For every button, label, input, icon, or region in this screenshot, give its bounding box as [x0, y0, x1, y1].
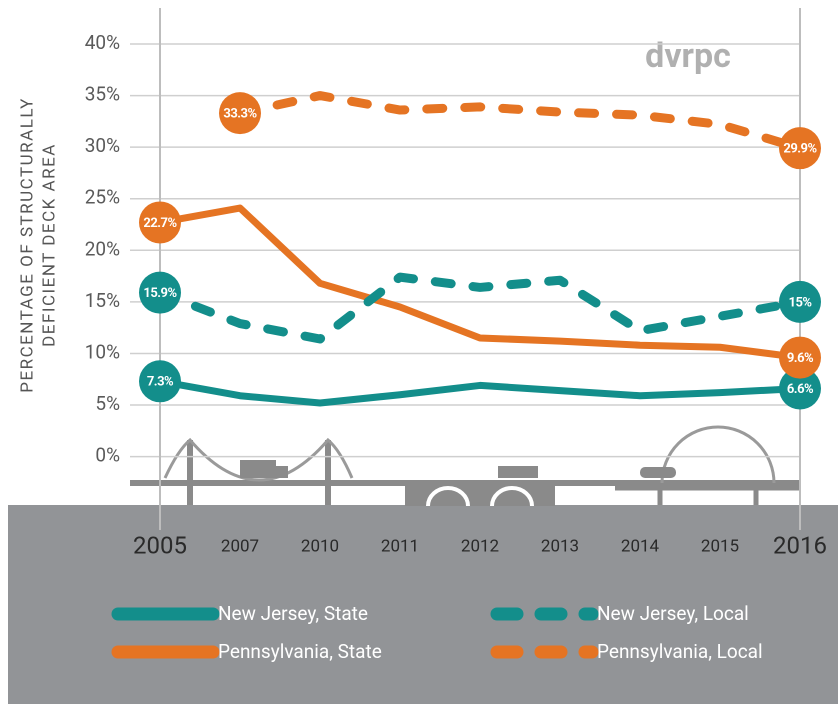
x-tick-label: 2011	[381, 536, 419, 556]
y-axis-label: PERCENTAGE OF STRUCTURALLY	[17, 97, 37, 393]
x-tick-label: 2007	[221, 536, 259, 556]
value-marker	[139, 271, 181, 314]
legend-label: New Jersey, State	[218, 602, 368, 625]
y-tick-label: 5%	[95, 392, 120, 415]
x-tick-label: 2005	[133, 531, 187, 559]
legend-label: Pennsylvania, Local	[597, 640, 763, 663]
y-tick-label: 30%	[85, 134, 120, 157]
x-tick-label: 2013	[541, 536, 579, 556]
value-label: 15.9%	[143, 286, 177, 301]
value-marker	[779, 280, 821, 323]
value-label: 29.9%	[783, 142, 817, 157]
value-marker	[219, 92, 261, 135]
x-tick-label: 2012	[461, 536, 499, 556]
value-marker	[779, 127, 821, 170]
value-marker	[139, 360, 181, 403]
legend-label: Pennsylvania, State	[218, 640, 382, 663]
series-line	[159, 204, 801, 362]
x-tick-label: 2016	[773, 531, 827, 559]
y-tick-label: 0%	[95, 444, 120, 467]
bottom-panel	[8, 505, 838, 704]
value-label: 7.3%	[147, 375, 174, 390]
value-label: 33.3%	[223, 107, 257, 122]
value-marker	[779, 367, 821, 410]
value-label: 6.6%	[787, 382, 814, 397]
value-label: 9.6%	[787, 351, 814, 366]
x-tick-label: 2014	[621, 536, 660, 556]
series-line	[155, 272, 805, 344]
value-marker	[779, 336, 821, 379]
y-tick-label: 10%	[85, 340, 120, 363]
x-tick-label: 2015	[701, 536, 739, 556]
y-tick-label: 15%	[85, 289, 120, 312]
y-tick-label: 40%	[85, 31, 120, 54]
series-line	[159, 377, 801, 407]
value-marker	[139, 201, 181, 244]
y-tick-label: 25%	[85, 186, 120, 209]
bridge-illustration	[130, 425, 800, 507]
series-line	[235, 91, 805, 153]
y-tick-label: 35%	[85, 83, 120, 106]
y-tick-label: 20%	[85, 237, 120, 260]
legend-label: New Jersey, Local	[597, 602, 749, 625]
logo: dvrpc	[645, 36, 731, 76]
y-axis-label: DEFICIENT DECK AREA	[39, 143, 59, 347]
x-tick-label: 2010	[301, 536, 339, 556]
value-label: 22.7%	[143, 216, 177, 231]
value-label: 15%	[788, 295, 812, 310]
